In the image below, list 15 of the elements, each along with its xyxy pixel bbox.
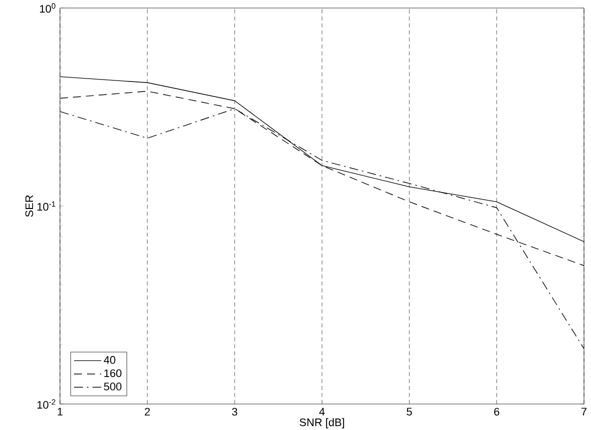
x-axis-title: SNR [dB] xyxy=(300,418,344,428)
x-tick-label: 5 xyxy=(406,408,412,416)
x-tick-label: 3 xyxy=(232,408,238,416)
x-tick-label: 2 xyxy=(144,408,150,416)
x-tick-label: 1 xyxy=(58,408,63,416)
legend-label: 500 xyxy=(104,382,122,390)
legend-label: 40 xyxy=(104,356,116,364)
y-axis-title: SER xyxy=(25,195,34,217)
y-tick-label: 10$^{-1}$ xyxy=(37,201,56,211)
y-tick-label: 10$^{0}$ xyxy=(40,3,56,13)
x-tick-label: 6 xyxy=(494,408,500,416)
legend-label: 160 xyxy=(104,369,122,378)
x-tick-label: 4 xyxy=(319,408,325,416)
y-tick-label: 10$^{-2}$ xyxy=(37,399,56,409)
x-tick-label: 7 xyxy=(582,408,587,416)
